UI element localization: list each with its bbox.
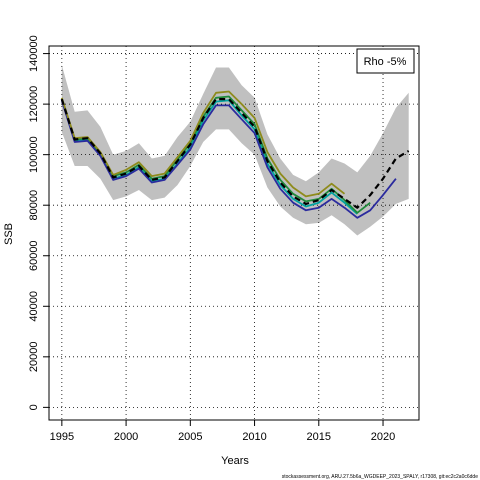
series-line-0 xyxy=(60,97,410,209)
footer-text: stockassessment.org, ARU.27.5b6a_WGDEEP_… xyxy=(282,474,478,480)
y-tick-label: 100000 xyxy=(28,136,40,173)
legend: Rho -5% xyxy=(356,48,415,74)
y-tick-label: 80000 xyxy=(28,190,40,221)
x-tick-label: 1995 xyxy=(50,431,74,443)
y-tick-label: 20000 xyxy=(28,342,40,373)
x-tick-label: 2020 xyxy=(371,431,395,443)
series-layer xyxy=(60,90,410,219)
confidence-band xyxy=(61,65,409,236)
y-tick-label: 120000 xyxy=(28,86,40,123)
x-tick-label: 2010 xyxy=(242,431,266,443)
y-tick-label: 60000 xyxy=(28,240,40,271)
y-tick-label: 140000 xyxy=(28,35,40,72)
x-tick-label: 2000 xyxy=(114,431,138,443)
x-tick-label: 2005 xyxy=(178,431,202,443)
legend-box xyxy=(356,48,415,74)
x-tick-label: 2015 xyxy=(307,431,331,443)
x-axis-label: Years xyxy=(221,455,249,467)
confidence-band-layer xyxy=(61,65,409,236)
y-axis-label: SSB xyxy=(3,223,15,245)
legend-text: Rho -5% xyxy=(364,56,407,68)
series-line-4 xyxy=(60,100,397,219)
plot-frame xyxy=(48,45,420,421)
axis-layer: 1995 2000 2005 2010 2015 2020 0 20000 40000 60000… xyxy=(28,35,395,443)
y-tick-label: 40000 xyxy=(28,291,40,322)
y-tick-label: 0 xyxy=(28,404,40,410)
